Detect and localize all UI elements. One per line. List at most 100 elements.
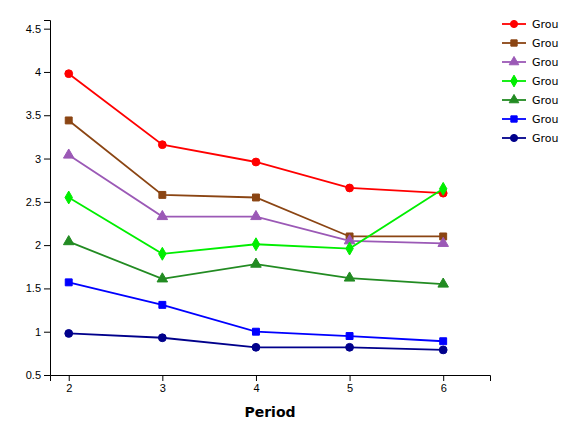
marker — [158, 141, 166, 149]
tick-label: 0.5 — [26, 369, 41, 381]
tick-mark — [443, 375, 444, 381]
tick-mark — [44, 29, 50, 30]
marker — [346, 333, 353, 340]
tick: 4.5 — [26, 23, 50, 35]
tick: 5 — [347, 375, 353, 394]
line — [69, 282, 443, 341]
legend-label: Grou — [532, 94, 559, 107]
tick-label: 5 — [347, 382, 353, 394]
marks — [63, 70, 448, 354]
marker — [346, 184, 354, 192]
marker — [251, 210, 262, 219]
marker — [439, 182, 446, 195]
legend-marker — [509, 56, 519, 64]
legend-label: Grou — [532, 113, 559, 126]
tick-mark — [44, 115, 50, 116]
tick-mark — [44, 288, 50, 289]
tick: 0.5 — [26, 369, 50, 381]
legend-marker — [510, 20, 517, 27]
legend-item: Grou — [502, 56, 559, 69]
legend-item: Grou — [502, 94, 559, 107]
tick-label: 2.5 — [26, 196, 41, 208]
marker — [157, 273, 168, 282]
tick-mark — [44, 159, 50, 160]
legend-marker — [511, 75, 518, 87]
marker — [159, 191, 166, 198]
marker — [252, 238, 259, 251]
tick: 2 — [66, 375, 72, 394]
tick-label: 2 — [35, 239, 41, 251]
legend-label: Grou — [532, 18, 559, 31]
marker — [63, 149, 74, 158]
tick-label: 4 — [35, 66, 41, 78]
legend-marker — [509, 94, 519, 102]
marker — [440, 338, 447, 345]
legend-marker — [511, 116, 517, 122]
tick-mark — [162, 375, 163, 381]
marker — [65, 117, 72, 124]
line — [69, 189, 443, 254]
x-axis-title: Period — [244, 404, 295, 420]
tick: 3.5 — [26, 109, 50, 121]
tick: 2 — [35, 239, 50, 251]
marker — [252, 328, 259, 335]
marker — [65, 70, 73, 78]
x-axis: 2 3 4 5 6 — [51, 375, 491, 394]
marker — [439, 346, 447, 354]
tick-mark — [44, 375, 50, 376]
marker — [252, 194, 259, 201]
marker — [346, 242, 353, 255]
marker — [344, 272, 355, 281]
tick-mark — [256, 375, 257, 381]
legend-label: Grou — [532, 37, 559, 50]
y-axis: 0.5 1 1.5 2 2.5 3 3.5 4 4.5 — [26, 21, 51, 382]
plot: 2 3 4 5 6 0.5 1 1.5 2 2.5 3 3.5 4 4.5 Period — [26, 21, 491, 421]
marker — [158, 334, 166, 342]
axis-line — [51, 376, 491, 382]
tick: 1 — [35, 326, 50, 338]
legend-label: Grou — [532, 132, 559, 145]
tick: 4 — [35, 66, 50, 78]
legend-label: Grou — [532, 56, 559, 69]
marker — [159, 301, 166, 308]
tick-label: 3 — [160, 382, 166, 394]
marker — [159, 247, 166, 260]
marker — [438, 278, 449, 287]
tick-label: 4.5 — [26, 23, 41, 35]
marker — [65, 330, 73, 338]
tick: 3 — [35, 153, 50, 165]
tick-mark — [44, 202, 50, 203]
chart: 2 3 4 5 6 0.5 1 1.5 2 2.5 3 3.5 4 4.5 Period Grou Grou Gr… — [0, 0, 580, 430]
marker — [252, 343, 260, 351]
line — [69, 155, 443, 243]
legend-item: Grou — [502, 132, 559, 145]
tick: 1.5 — [26, 282, 50, 294]
tick: 6 — [441, 375, 447, 394]
marker — [65, 191, 72, 204]
line — [69, 242, 443, 284]
line — [69, 120, 443, 236]
tick-label: 3.5 — [26, 109, 41, 121]
legend: GrouGrouGrouGrouGrouGrouGrou — [502, 18, 559, 145]
tick-mark — [44, 332, 50, 333]
marker — [63, 236, 74, 245]
marker — [65, 279, 72, 286]
tick: 2.5 — [26, 196, 50, 208]
marker — [346, 343, 354, 351]
tick-label: 1.5 — [26, 282, 41, 294]
legend-item: Grou — [502, 113, 559, 126]
marker — [157, 210, 168, 219]
tick-label: 1 — [35, 326, 41, 338]
marker — [438, 237, 449, 246]
tick-mark — [69, 375, 70, 381]
tick-label: 3 — [35, 153, 41, 165]
line — [69, 74, 443, 193]
tick-mark — [350, 375, 351, 381]
tick: 3 — [160, 375, 166, 394]
tick: 4 — [253, 375, 259, 394]
legend-item: Grou — [502, 18, 559, 31]
tick-label: 2 — [66, 382, 72, 394]
tick-label: 6 — [441, 382, 447, 394]
legend-item: Grou — [502, 37, 559, 50]
axis-line — [44, 21, 51, 376]
